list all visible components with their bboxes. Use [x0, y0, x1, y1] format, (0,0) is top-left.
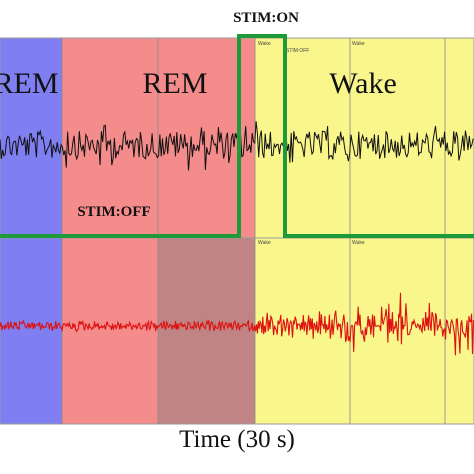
stage-band-top [62, 38, 158, 238]
stage-label-wake: Wake [329, 67, 397, 100]
marker-stimoff-top: STIM:OFF [286, 48, 309, 54]
emg-trace [0, 292, 474, 356]
stage-band-bottom [158, 238, 255, 424]
stage-band-top [0, 38, 62, 238]
eeg-trace [0, 121, 474, 171]
marker-wake-bottom: Wake [258, 240, 271, 246]
stim-off-label: STIM:OFF [77, 204, 150, 220]
epoch-divider-lines [61, 38, 446, 424]
stage-band-bottom [255, 238, 474, 424]
x-axis-label: Time (30 s) [179, 426, 295, 453]
stage-bands-bottom [0, 238, 474, 424]
marker-wake-top: Wake [258, 41, 271, 47]
marker-wake-bottom-2: Wake [352, 240, 365, 246]
marker-wake-top-2: Wake [352, 41, 365, 47]
stim-window-outline [0, 34, 474, 238]
stage-label-rem-2: REM [142, 67, 207, 100]
stage-label-rem-1: REM [0, 67, 59, 100]
stim-on-label: STIM:ON [233, 10, 299, 26]
stage-band-bottom [0, 238, 62, 424]
stage-band-bottom [62, 238, 158, 424]
